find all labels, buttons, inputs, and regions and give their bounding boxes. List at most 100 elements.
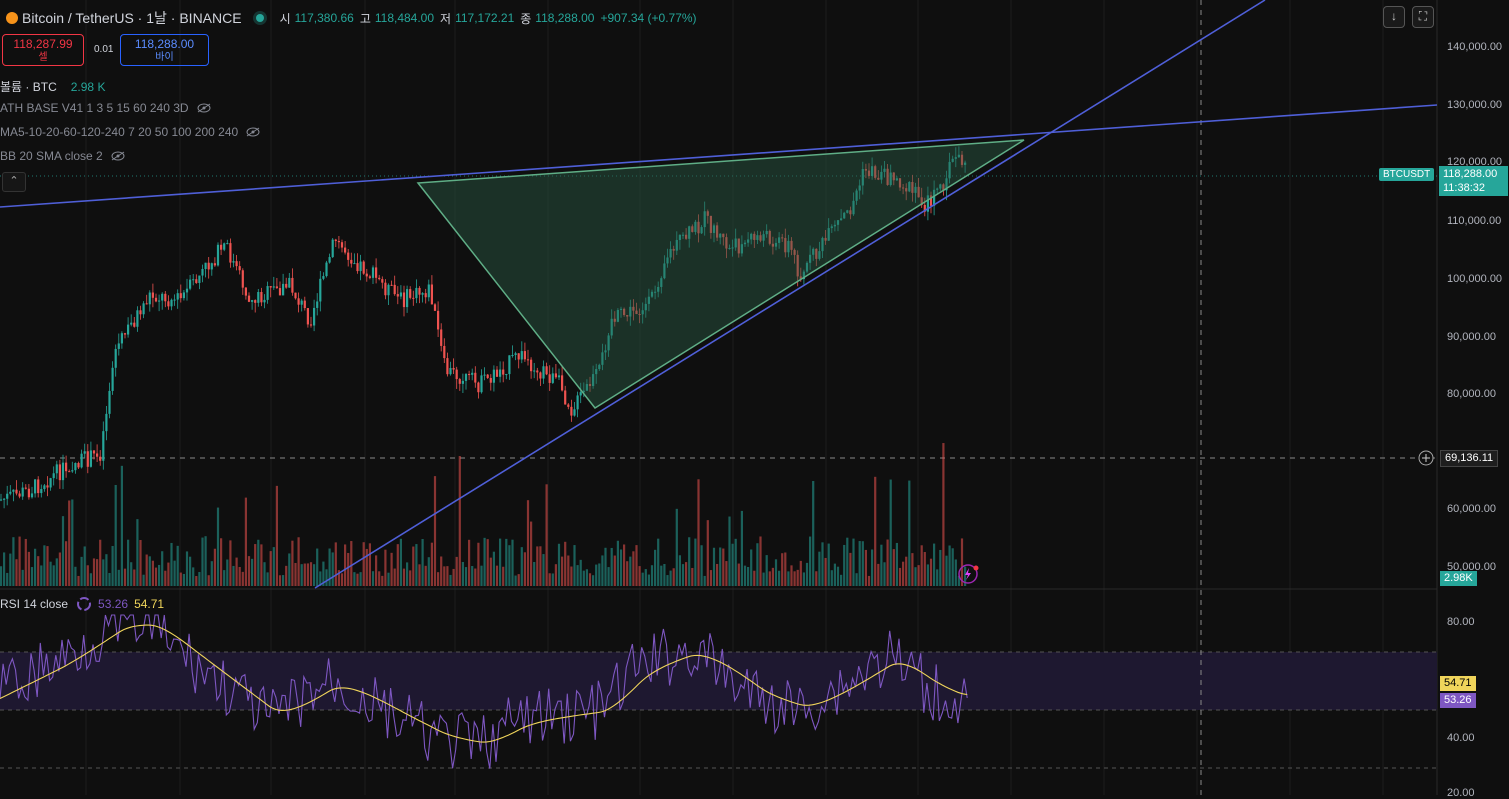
volume-bar (474, 568, 477, 586)
candle-body (526, 359, 530, 361)
volume-bar (778, 570, 781, 586)
candle-body (858, 185, 861, 191)
candle-body (737, 238, 740, 254)
candle-body (663, 263, 666, 279)
volume-bar (660, 565, 663, 586)
trendline-lower[interactable] (314, 0, 1266, 589)
candle-body (133, 322, 136, 327)
candle-body (313, 307, 316, 326)
volume-bar (604, 547, 607, 586)
volume-bar (843, 544, 846, 586)
bb-indicator[interactable]: BB 20 SMA close 2 (0, 149, 125, 163)
ma-indicator[interactable]: MA5-10-20-60-120-240 7 20 50 100 200 240 (0, 125, 260, 139)
volume-bar (359, 572, 362, 586)
volume-bar (251, 558, 254, 586)
volume-bar (716, 563, 719, 586)
candle-body (489, 377, 492, 383)
candle-body (182, 292, 185, 299)
volume-bar (592, 575, 595, 586)
candle-body (114, 348, 117, 368)
candle-body (322, 276, 325, 279)
triangle-drawing[interactable] (416, 139, 1025, 409)
candle-body (505, 374, 508, 376)
candle-body (861, 169, 864, 186)
candle-body (409, 289, 412, 298)
volume-bar (350, 541, 353, 586)
ath-indicator[interactable]: ATH BASE V41 1 3 5 15 60 240 3D (0, 101, 211, 115)
volume-bar (198, 572, 201, 586)
candle-body (474, 372, 477, 383)
volume-bar (883, 562, 886, 586)
candle-body (654, 291, 657, 293)
volume-bar (635, 545, 638, 586)
candle-body (647, 296, 650, 304)
price-tick: 110,000.00 (1447, 215, 1502, 227)
hidden-eye-icon[interactable] (246, 127, 260, 137)
volume-name: 볼륨 · BTC (0, 80, 57, 94)
collapse-indicators-button[interactable]: ⌃ (2, 172, 26, 192)
trendline-upper[interactable] (0, 104, 1438, 208)
volume-bar (406, 562, 409, 586)
candle-body (762, 234, 765, 241)
hidden-eye-icon[interactable] (197, 103, 211, 113)
volume-bar (706, 520, 709, 586)
volume-bar (46, 546, 49, 586)
buy-button[interactable]: 118,288.00 바이 (120, 34, 209, 66)
candle-body (722, 233, 725, 238)
volume-bar (464, 567, 468, 586)
volume-bar (840, 574, 843, 586)
candle-body (251, 300, 254, 302)
candle-body (430, 284, 433, 305)
download-icon[interactable]: ↓ (1383, 6, 1405, 28)
candle-body (139, 310, 142, 315)
rsi-settings-icon[interactable] (77, 597, 91, 611)
candle-body (650, 291, 654, 297)
volume-bar (40, 565, 43, 586)
volume-bar (719, 547, 722, 586)
candle-body (6, 493, 9, 499)
volume-bar (830, 570, 833, 586)
sell-button[interactable]: 118,287.99 셀 (2, 34, 84, 66)
hidden-eye-icon[interactable] (111, 151, 125, 161)
fullscreen-icon[interactable]: ⛶ (1412, 6, 1434, 28)
candle-body (220, 244, 223, 250)
candle-body (18, 493, 21, 497)
candle-body (176, 293, 179, 300)
volume-bar (316, 548, 319, 586)
symbol-title[interactable]: Bitcoin / TetherUS · 1날 · BINANCE (22, 10, 242, 26)
volume-bar (517, 574, 520, 586)
candle-body (567, 404, 570, 407)
candle-body (880, 171, 883, 180)
volume-bar (539, 546, 542, 586)
volume-bar (133, 569, 136, 586)
candle-body (917, 186, 920, 198)
volume-bar (508, 545, 511, 586)
volume-bar (905, 556, 908, 586)
candle-body (824, 237, 827, 241)
volume-bar (585, 569, 588, 586)
volume-bar (154, 567, 158, 586)
volume-bar (595, 564, 598, 586)
candle-body (309, 324, 313, 326)
candle-body (15, 489, 18, 494)
volume-value: 2.98 K (70, 79, 106, 94)
volume-bar (303, 563, 306, 586)
candle-body (582, 390, 585, 393)
candle-body (610, 318, 613, 336)
add-alert-icon[interactable] (1418, 450, 1434, 466)
candle-body (421, 293, 424, 295)
volume-bar (102, 559, 105, 586)
rsi-legend[interactable]: RSI 14 close 53.26 54.71 (0, 597, 164, 611)
candle-body (877, 177, 880, 180)
volume-indicator[interactable]: 볼륨 · BTC 2.98 K (0, 78, 105, 95)
volume-bar (564, 541, 567, 586)
lightning-icon[interactable] (958, 564, 979, 584)
volume-bar (6, 572, 9, 586)
volume-bar (325, 569, 328, 586)
candle-body (213, 263, 216, 266)
volume-bar (908, 480, 911, 586)
change-value: +907.34 (+0.77%) (600, 11, 697, 25)
candle-body (297, 298, 300, 305)
candle-body (210, 263, 213, 270)
